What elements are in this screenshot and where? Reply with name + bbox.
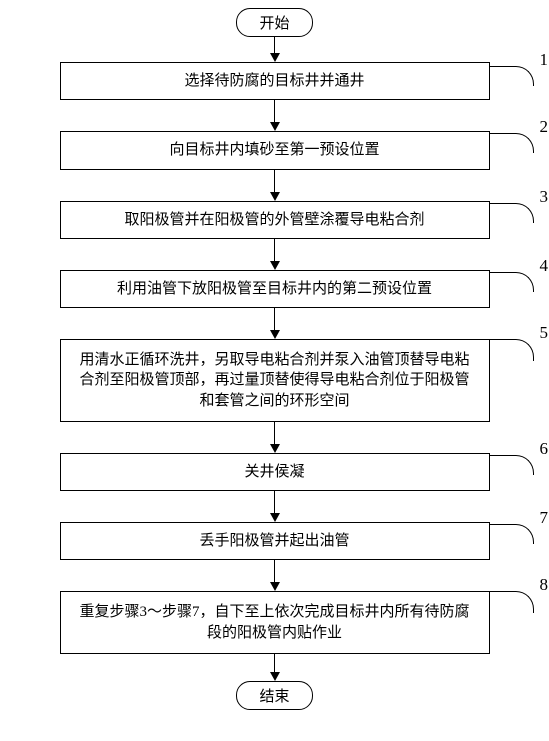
flow-arrow xyxy=(270,560,280,591)
flow-arrow xyxy=(270,491,280,522)
flow-arrow xyxy=(270,170,280,201)
step-wrapper: 用清水正循环洗井，另取导电粘合剂并泵入油管顶替导电粘合剂至阳极管顶部，再过量顶替… xyxy=(60,339,490,422)
step-number-label: 8 xyxy=(540,575,549,595)
step-connector xyxy=(490,133,534,153)
step-number-label: 3 xyxy=(540,187,549,207)
flow-arrow xyxy=(270,654,280,681)
step-box-2: 向目标井内填砂至第一预设位置 xyxy=(60,131,490,169)
step-connector xyxy=(490,455,534,475)
step-box-6: 关井侯凝 xyxy=(60,453,490,491)
step-wrapper: 关井侯凝6 xyxy=(60,453,490,491)
step-number-label: 4 xyxy=(540,256,549,276)
step-connector xyxy=(490,591,534,613)
step-connector xyxy=(490,524,534,544)
step-wrapper: 向目标井内填砂至第一预设位置2 xyxy=(60,131,490,169)
step-box-1: 选择待防腐的目标井并通井 xyxy=(60,62,490,100)
step-box-4: 利用油管下放阳极管至目标井内的第二预设位置 xyxy=(60,270,490,308)
flowchart-container: 开始选择待防腐的目标井并通井1向目标井内填砂至第一预设位置2取阳极管并在阳极管的… xyxy=(0,0,549,710)
step-wrapper: 选择待防腐的目标井并通井1 xyxy=(60,62,490,100)
step-number-label: 5 xyxy=(540,323,549,343)
step-wrapper: 丢手阳极管并起出油管7 xyxy=(60,522,490,560)
step-number-label: 7 xyxy=(540,508,549,528)
step-connector xyxy=(490,66,534,86)
step-number-label: 1 xyxy=(540,50,549,70)
step-connector xyxy=(490,203,534,223)
step-wrapper: 重复步骤3～步骤7，自下至上依次完成目标井内所有待防腐段的阳极管内贴作业8 xyxy=(60,591,490,654)
step-connector xyxy=(490,339,534,361)
step-number-label: 6 xyxy=(540,439,549,459)
terminator-end: 结束 xyxy=(236,681,312,710)
step-box-8: 重复步骤3～步骤7，自下至上依次完成目标井内所有待防腐段的阳极管内贴作业 xyxy=(60,591,490,654)
flow-arrow xyxy=(270,37,280,62)
step-box-5: 用清水正循环洗井，另取导电粘合剂并泵入油管顶替导电粘合剂至阳极管顶部，再过量顶替… xyxy=(60,339,490,422)
step-wrapper: 取阳极管并在阳极管的外管壁涂覆导电粘合剂3 xyxy=(60,201,490,239)
step-wrapper: 利用油管下放阳极管至目标井内的第二预设位置4 xyxy=(60,270,490,308)
flow-arrow xyxy=(270,239,280,270)
step-box-7: 丢手阳极管并起出油管 xyxy=(60,522,490,560)
step-number-label: 2 xyxy=(540,117,549,137)
step-box-3: 取阳极管并在阳极管的外管壁涂覆导电粘合剂 xyxy=(60,201,490,239)
terminator-start: 开始 xyxy=(236,8,312,37)
flow-arrow xyxy=(270,100,280,131)
step-connector xyxy=(490,272,534,292)
flow-arrow xyxy=(270,308,280,339)
flow-arrow xyxy=(270,422,280,453)
